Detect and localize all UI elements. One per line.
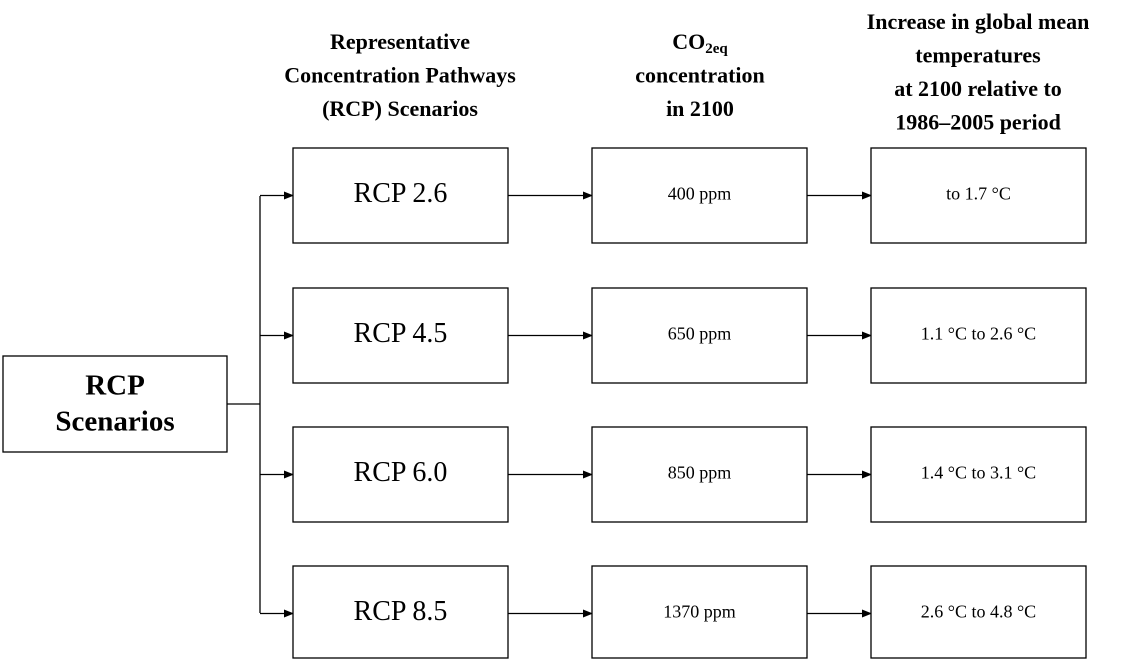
scenario-label: RCP 2.6 [354, 178, 448, 209]
temperature-label: 2.6 °C to 4.8 °C [921, 602, 1036, 622]
root-label: Scenarios [55, 406, 174, 438]
scenario-box [292, 147, 509, 244]
temperature-box [870, 147, 1087, 244]
temperature-label: 1.1 °C to 2.6 °C [921, 324, 1036, 344]
root-box [2, 355, 228, 453]
header-line: Representative [330, 29, 470, 54]
scenario-box [292, 426, 509, 523]
temperature-box [870, 426, 1087, 523]
header-sub: 2eq [705, 41, 728, 57]
header-line: concentration [635, 63, 765, 88]
header-line: 1986–2005 period [895, 110, 1061, 135]
concentration-label: 400 ppm [668, 184, 732, 204]
header-base: CO [672, 29, 705, 54]
scenario-label: RCP 8.5 [354, 596, 448, 627]
concentration-box [591, 287, 808, 384]
header-line: CO2eq [672, 29, 728, 57]
scenario-box [292, 565, 509, 659]
temperature-label: to 1.7 °C [946, 184, 1011, 204]
temperature-label: 1.4 °C to 3.1 °C [921, 463, 1036, 483]
temperature-box [870, 287, 1087, 384]
concentration-label: 1370 ppm [663, 602, 736, 622]
concentration-label: 850 ppm [668, 463, 732, 483]
header-line: temperatures [915, 43, 1041, 68]
header-line: (RCP) Scenarios [322, 96, 478, 121]
header-line: at 2100 relative to [894, 76, 1062, 101]
concentration-label: 650 ppm [668, 324, 732, 344]
temperature-box [870, 565, 1087, 659]
concentration-box [591, 565, 808, 659]
concentration-box [591, 147, 808, 244]
scenario-label: RCP 4.5 [354, 318, 448, 349]
scenario-box [292, 287, 509, 384]
header-line: Increase in global mean [867, 9, 1090, 34]
concentration-box [591, 426, 808, 523]
header-line: Concentration Pathways [284, 63, 516, 88]
root-label: RCP [85, 370, 145, 402]
header-line: in 2100 [666, 96, 734, 121]
scenario-label: RCP 6.0 [354, 457, 448, 488]
